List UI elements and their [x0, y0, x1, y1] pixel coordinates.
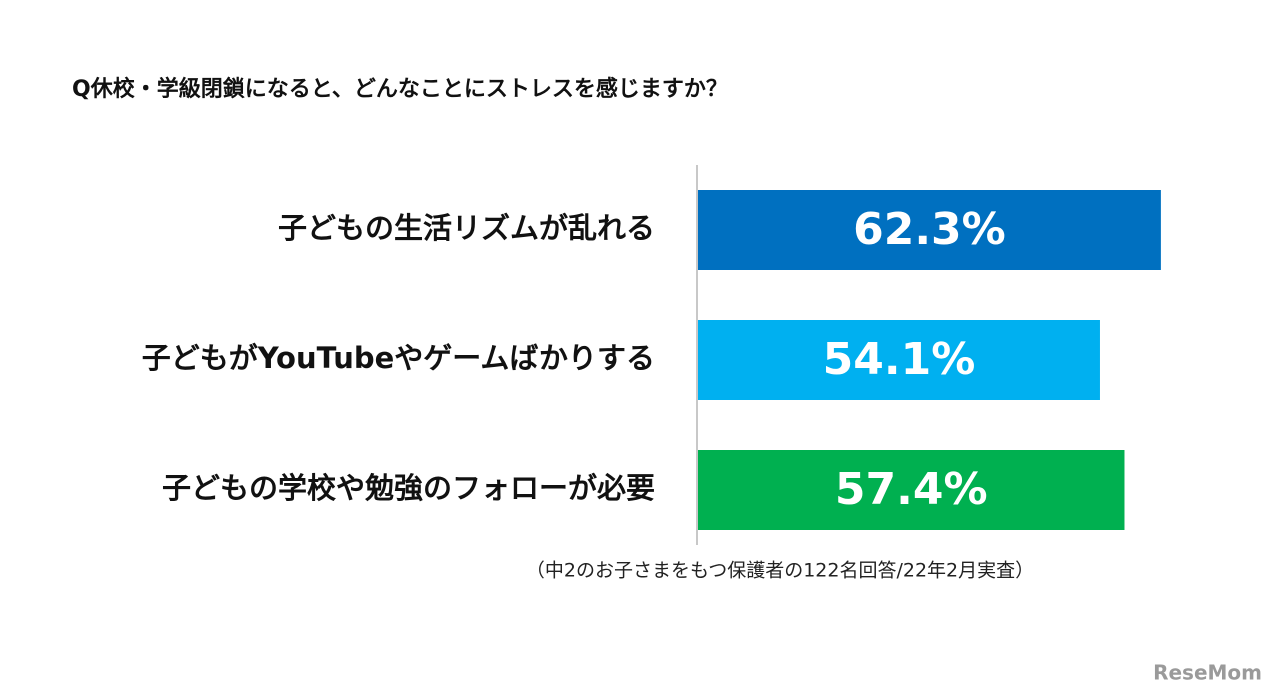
value-label: 62.3% — [853, 204, 1006, 255]
value-label: 54.1% — [823, 334, 976, 385]
bar — [698, 190, 1161, 270]
category-label: 子どもがYouTubeやゲームばかりする — [142, 341, 655, 375]
watermark: ReseMom — [1153, 661, 1262, 685]
chart-title: Q休校・学級閉鎖になると、どんなことにストレスを感じますか？ — [72, 76, 728, 102]
bar — [698, 320, 1100, 400]
category-label: 子どもの学校や勉強のフォローが必要 — [162, 471, 655, 505]
value-label: 57.4% — [835, 464, 988, 515]
bar — [698, 450, 1125, 530]
note: （中2のお子さまをもつ保護者の122名回答/22年2月実査） — [526, 560, 1034, 582]
category-label: 子どもの生活リズムが乱れる — [278, 211, 655, 245]
